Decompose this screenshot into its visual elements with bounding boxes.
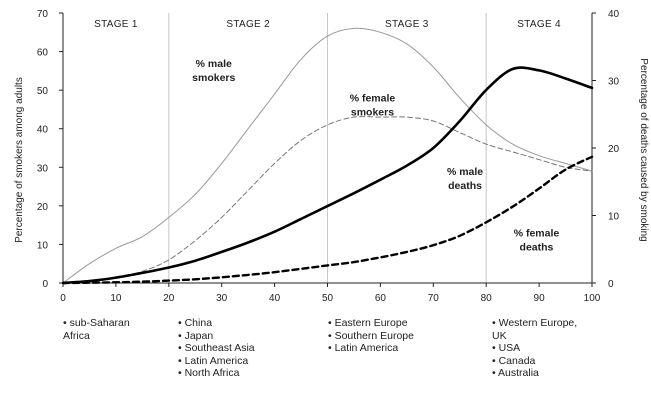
x-tick-label: 90: [534, 293, 546, 304]
annotation-pct-female-deaths: deaths: [520, 242, 554, 254]
y2-tick-label: 20: [608, 144, 620, 155]
right-axis-title: Percentage of deaths caused by smoking: [638, 58, 649, 241]
region-list-stage-1: • sub-Saharan Africa: [63, 317, 130, 342]
y2-tick-label: 0: [608, 279, 614, 290]
stage-label: STAGE 2: [226, 19, 270, 30]
x-axis: 0 10 20 30 40 50 60 70 80 90 100: [60, 282, 601, 304]
stage-label: STAGE 1: [94, 19, 138, 30]
region-item: • Southern Europe: [328, 329, 414, 342]
region-item: • Canada: [492, 354, 536, 367]
y-tick-label: 10: [37, 240, 49, 251]
y-tick-label: 30: [37, 163, 49, 174]
region-item: • USA: [492, 342, 521, 355]
stage-dividers: [168, 13, 487, 283]
annotation-pct-male-smokers: % male: [196, 58, 232, 70]
region-list-stage-4: • Western Europe, UK • USA • Canada • Austra…: [492, 317, 577, 380]
x-tick-label: 20: [163, 293, 175, 304]
y-tick-label: 0: [42, 279, 48, 290]
x-tick-label: 50: [322, 293, 334, 304]
x-tick-label: 100: [584, 293, 601, 304]
y-tick-label: 60: [37, 48, 49, 59]
x-tick-label: 10: [110, 293, 122, 304]
annotation-pct-male-deaths: deaths: [448, 180, 482, 192]
region-item: • Australia: [492, 367, 539, 380]
region-list-stage-3: • Eastern Europe • Southern Europe • Latin…: [328, 317, 414, 355]
x-tick-label: 40: [269, 293, 281, 304]
x-tick-label: 30: [216, 293, 228, 304]
y-tick-label: 50: [37, 86, 49, 97]
region-item: • North Africa: [178, 367, 240, 380]
region-item: • Western Europe,: [492, 317, 578, 329]
stage-label: STAGE 3: [385, 19, 429, 30]
x-tick-label: 60: [375, 293, 387, 304]
y-tick-label: 40: [37, 125, 49, 136]
region-item: • Latin America: [178, 354, 249, 367]
series-annotations: % male smokers % female smokers % male deaths…: [192, 58, 559, 254]
region-list-stage-2: • China • Japan • Southeast Asia • Latin Am…: [178, 317, 255, 380]
stage-label: STAGE 4: [517, 19, 561, 30]
region-item: • Eastern Europe: [328, 317, 408, 329]
annotation-pct-female-smokers: % female: [350, 93, 396, 105]
region-item: Africa: [63, 329, 90, 342]
y2-tick-label: 30: [608, 77, 620, 88]
y2-tick-label: 40: [608, 9, 620, 20]
left-y-axis: 0 10 20 30 40 50 60 70: [37, 9, 64, 290]
series-line-pct-male-smokers: [62, 27, 593, 284]
region-item: UK: [492, 329, 507, 342]
series-lines: [61, 27, 594, 285]
annotation-pct-female-smokers: smokers: [351, 107, 394, 119]
region-item: • Japan: [178, 329, 214, 342]
x-tick-label: 80: [481, 293, 493, 304]
x-tick-label: 70: [428, 293, 440, 304]
region-item: • Latin America: [328, 342, 399, 355]
series-line-pct-male-deaths: [61, 66, 594, 285]
region-item: • China: [178, 317, 213, 329]
y-tick-label: 20: [37, 202, 49, 213]
y-tick-label: 70: [37, 9, 49, 20]
region-item: • sub-Saharan: [63, 317, 130, 329]
series-line-pct-female-smokers: [62, 116, 593, 284]
left-axis-title: Percentage of smokers among adults: [14, 77, 25, 243]
series-line-pct-female-deaths: [61, 155, 594, 285]
x-tick-label: 0: [60, 293, 66, 304]
region-item: • Southeast Asia: [178, 342, 255, 355]
y2-tick-label: 10: [608, 212, 620, 223]
annotation-pct-female-deaths: % female: [514, 228, 560, 240]
stage-labels: STAGE 1 STAGE 2 STAGE 3 STAGE 4: [94, 19, 561, 30]
annotation-pct-male-deaths: % male: [447, 166, 483, 178]
right-y-axis: 0 10 20 30 40: [591, 9, 620, 290]
annotation-pct-male-smokers: smokers: [192, 72, 235, 84]
